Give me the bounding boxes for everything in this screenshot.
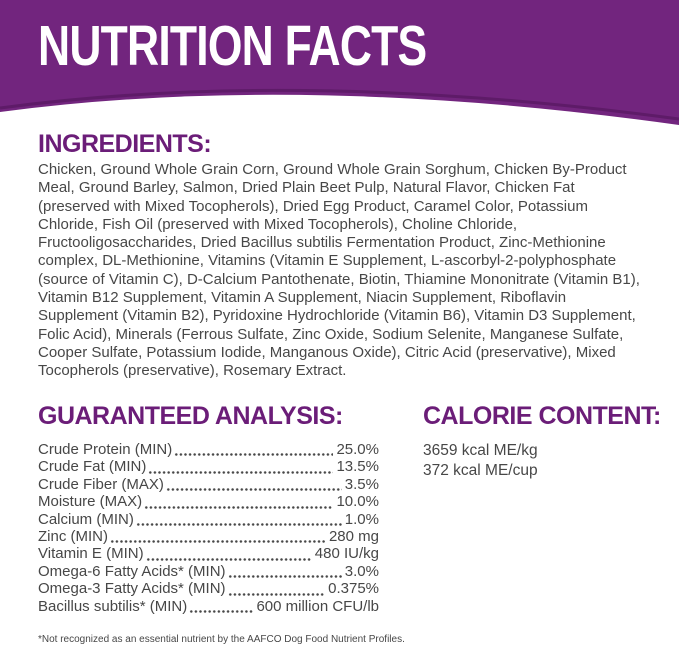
row-value: 10.0% [336,493,379,511]
row-label: Crude Fat (MIN) [38,458,147,476]
table-row: Omega-6 Fatty Acids* (MIN) 3.0% [38,562,379,581]
table-row: Bacillus subtilis* (MIN) 600 million CFU… [38,597,379,616]
calorie-content-values: 3659 kcal ME/kg 372 kcal ME/cup [423,441,538,480]
guaranteed-analysis-heading: GUARANTEED ANALYSIS: [38,402,343,430]
dotted-leader [227,566,342,581]
row-label: Crude Protein (MIN) [38,441,173,458]
row-label: Crude Fiber (MAX) [38,475,164,493]
dotted-leader [145,548,312,563]
row-label: Calcium (MIN) [38,510,134,528]
row-label: Vitamin E (MIN) [38,545,144,563]
table-row: Zinc (MIN) 280 mg [38,528,379,546]
footnote: *Not recognized as an essential nutrient… [38,634,405,645]
dotted-leader [189,601,254,616]
row-value: 1.0% [344,510,379,528]
row-label: Zinc (MIN) [38,528,108,546]
table-row: Crude Fat (MIN) 13.5% [38,458,379,476]
calorie-kcal-per-cup: 372 kcal ME/cup [423,461,538,479]
table-row: Vitamin E (MIN) 480 IU/kg [38,545,379,563]
table-row: Calcium (MIN) 1.0% [38,510,379,529]
banner: NUTRITION FACTS [0,0,679,130]
row-value: 480 IU/kg [314,545,379,563]
row-label: Bacillus subtilis* (MIN) [38,597,188,615]
dotted-leader [144,496,334,511]
row-value: 25.0% [336,441,379,458]
dotted-leader [148,461,334,476]
dotted-leader [165,479,342,494]
table-row: Crude Protein (MIN) 25.0% [38,441,379,459]
dotted-leader [135,514,342,529]
row-value: 13.5% [336,458,379,476]
row-value: 280 mg [328,528,379,546]
row-label: Omega-6 Fatty Acids* (MIN) [38,562,226,580]
banner-curve-graphic [0,0,679,130]
dotted-leader [227,583,326,598]
row-label: Omega-3 Fatty Acids* (MIN) [38,580,226,598]
banner-title: NUTRITION FACTS [38,14,427,78]
row-value: 3.0% [344,562,379,580]
row-value: 0.375% [328,580,379,598]
table-row: Moisture (MAX) 10.0% [38,493,379,511]
row-value: 600 million CFU/lb [256,597,379,615]
ingredients-text: Chicken, Ground Whole Grain Corn, Ground… [38,161,640,380]
dotted-leader [174,444,334,459]
dotted-leader [110,531,326,546]
row-label: Moisture (MAX) [38,493,143,511]
table-row: Crude Fiber (MAX) 3.5% [38,475,379,494]
row-value: 3.5% [344,475,379,493]
calorie-kcal-per-kg: 3659 kcal ME/kg [423,442,538,459]
table-row: Omega-3 Fatty Acids* (MIN) 0.375% [38,580,379,598]
calorie-content-heading: CALORIE CONTENT: [423,402,661,430]
guaranteed-analysis-table: Crude Protein (MIN) 25.0% Crude Fat (MIN… [38,441,379,616]
ingredients-heading: INGREDIENTS: [38,130,212,158]
